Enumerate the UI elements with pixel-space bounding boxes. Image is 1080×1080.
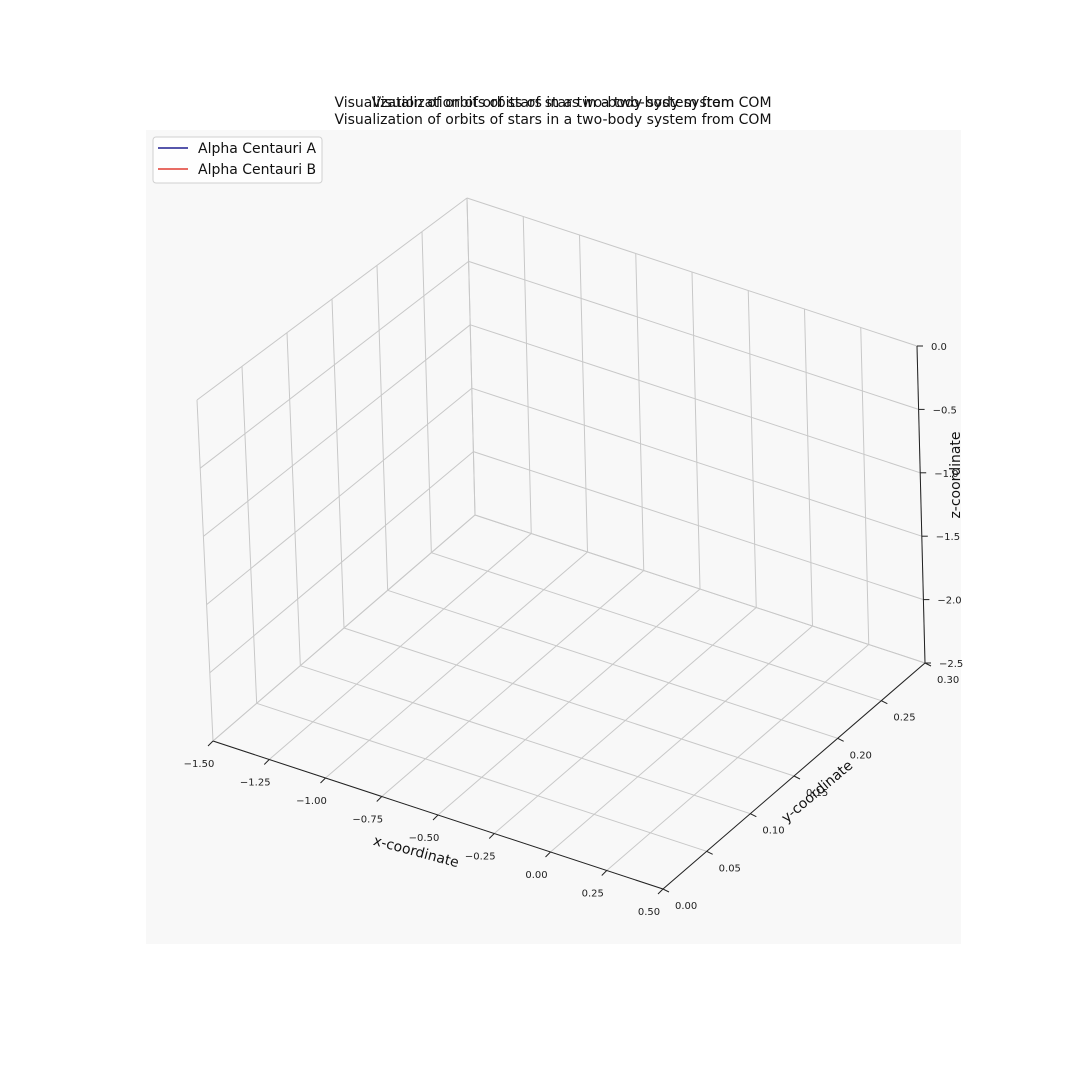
y-tick-label: 0.05 — [719, 863, 741, 874]
x-tick-label: 0.00 — [525, 870, 547, 881]
z-tick-label: −2.0 — [937, 596, 961, 607]
x-tick-label: −1.50 — [184, 759, 215, 770]
y-tick-label: 0.25 — [893, 713, 915, 724]
x-tick-label: 0.50 — [638, 907, 660, 918]
x-tick-label: −0.25 — [465, 852, 496, 863]
y-tick-label: 0.20 — [850, 750, 872, 761]
x-tick-label: 0.25 — [582, 889, 604, 900]
legend: Alpha Centauri A Alpha Centauri B — [153, 137, 322, 183]
legend-label-alpha-centauri-a: Alpha Centauri A — [198, 141, 317, 157]
legend-label-alpha-centauri-b: Alpha Centauri B — [198, 162, 316, 178]
y-tick-label: 0.00 — [675, 901, 697, 912]
z-tick-label: −0.5 — [933, 405, 957, 416]
y-tick-label: 0.30 — [937, 675, 959, 686]
y-tick-label: 0.10 — [762, 826, 784, 837]
z-tick-label: −2.5 — [939, 659, 963, 670]
z-tick-label: 0.0 — [931, 342, 947, 353]
x-tick-label: −1.25 — [240, 778, 271, 789]
z-tick-label: −1.5 — [936, 532, 960, 543]
axes-background — [146, 130, 961, 944]
title-line-2: Visualization of orbits of stars in a tw… — [334, 95, 771, 111]
title-line-3: Visualization of orbits of stars in a tw… — [334, 112, 771, 128]
x-tick-label: −1.00 — [296, 796, 327, 807]
x-tick-label: −0.75 — [352, 815, 383, 826]
z-axis-label: z-coordinate — [948, 431, 964, 518]
